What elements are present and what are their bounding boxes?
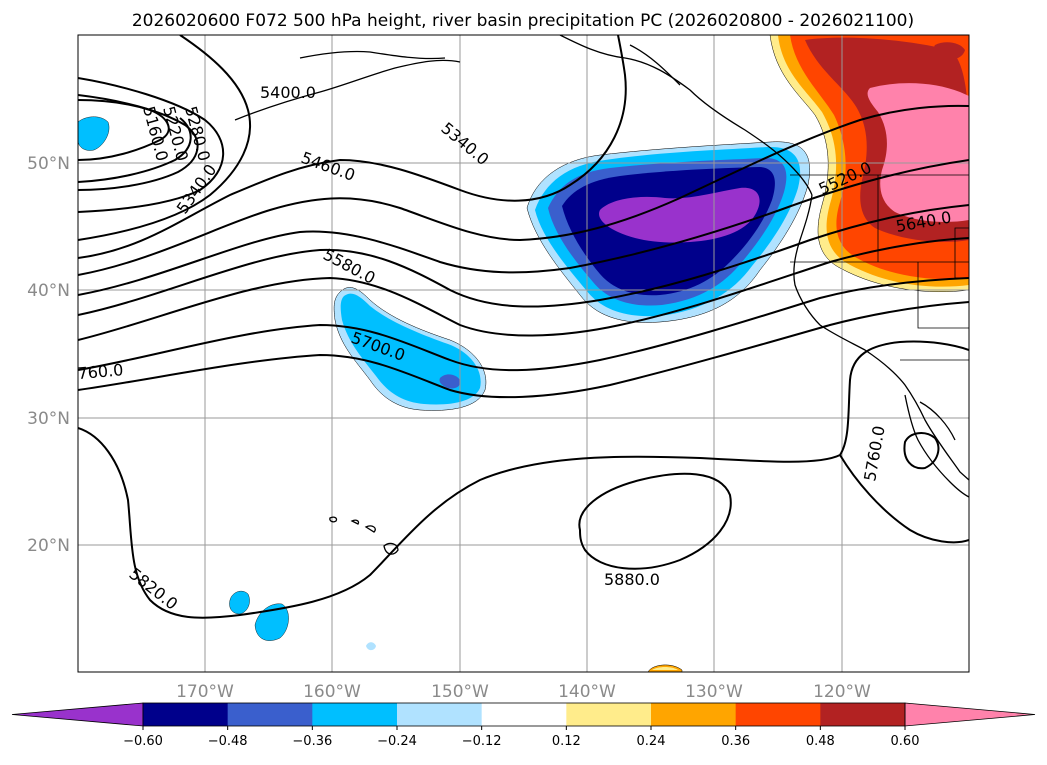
contour-label: 5400.0: [260, 83, 316, 102]
longitude-labels: 170°W 160°W 150°W 140°W 130°W 120°W: [176, 682, 871, 702]
height-contours: [78, 35, 969, 619]
colorbar-tick-label: 0.60: [891, 734, 920, 749]
colorbar-extend-high: [904, 702, 1036, 727]
lat-label: 40°N: [27, 281, 70, 301]
lat-label: 30°N: [27, 409, 70, 429]
borders: [790, 174, 969, 361]
figure-title: 2026020600 F072 500 hPa height, river ba…: [132, 11, 914, 31]
colorbar-tick-label: 0.12: [552, 734, 581, 749]
colorbar-segment: [566, 703, 652, 726]
colorbar-tick-label: 0.24: [637, 734, 666, 749]
lon-label: 130°W: [685, 682, 743, 702]
lon-label: 170°W: [176, 682, 234, 702]
lon-label: 160°W: [303, 682, 361, 702]
colorbar-segment: [651, 703, 737, 726]
colorbar-tick-label: 0.36: [721, 734, 750, 749]
lon-label: 120°W: [813, 682, 871, 702]
map-panel: 5400.0 5340.0 5280.0 5220.0 5160.0 5340.…: [67, 35, 969, 672]
colorbar: −0.60 −0.48 −0.36 −0.24 −0.12 0.12 0.24 0.36 0.4…: [11, 702, 1036, 749]
lat-label: 20°N: [27, 536, 70, 556]
negative-precip-region-central: [333, 287, 487, 411]
colorbar-frame: [142, 702, 906, 727]
colorbar-segment: [735, 703, 821, 726]
colorbar-tick-label: −0.12: [462, 734, 502, 749]
colorbar-tick-label: −0.24: [377, 734, 417, 749]
colorbar-extend-low: [11, 702, 144, 727]
lon-label: 140°W: [558, 682, 616, 702]
lon-label: 150°W: [431, 682, 489, 702]
colorbar-segment: [227, 703, 313, 726]
colorbar-tick-label: 0.48: [806, 734, 835, 749]
latitude-labels: 50°N 40°N 30°N 20°N: [27, 154, 70, 556]
map-frame: [77, 34, 970, 673]
colorbar-tick-label: −0.48: [208, 734, 248, 749]
negative-precip-region-northeast: [526, 141, 810, 323]
colorbar-segment: [397, 703, 483, 726]
colorbar-tick-label: −0.60: [123, 734, 163, 749]
colorbar-segment: [820, 703, 906, 726]
colorbar-tick-label: −0.36: [292, 734, 332, 749]
colorbar-segment: [312, 703, 398, 726]
colorbar-segment: [481, 703, 567, 726]
contour-label: 5880.0: [604, 570, 660, 589]
colorbar-segment: [143, 703, 229, 726]
negative-precip-patches-small: [78, 116, 376, 651]
lat-label: 50°N: [27, 154, 70, 174]
contour-label: 5760.0: [67, 360, 124, 384]
graticule: [78, 35, 969, 672]
